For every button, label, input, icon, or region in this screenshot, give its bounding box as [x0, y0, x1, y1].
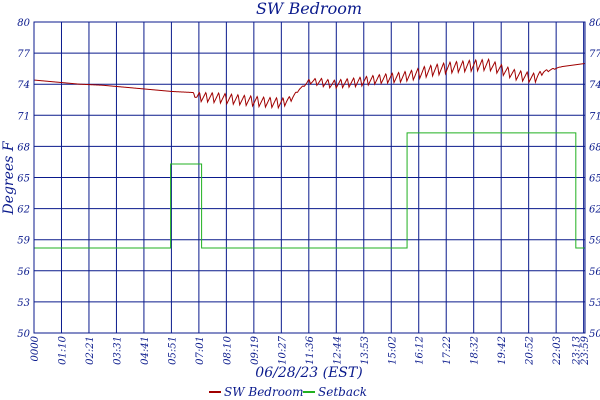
y-tick-label-right: 77 — [589, 49, 600, 60]
y-tick-label-left: 59 — [17, 236, 30, 247]
x-tick-label: 0000 — [30, 335, 41, 361]
x-tick-label: 23:59 — [580, 335, 591, 365]
x-tick-labels: 0000 01:10 02:21 03:31 04:41 05:51 07:01 08:10 0… — [30, 335, 591, 365]
y-tick-label-right: 62 — [589, 205, 600, 216]
y-tick-label-right: 53 — [589, 298, 600, 309]
y-tick-label-right: 74 — [589, 80, 600, 91]
plot-series — [33, 57, 586, 249]
x-tick-label: 22:03 — [552, 336, 563, 366]
plot-frame — [33, 21, 586, 334]
y-axis-label: Degrees F — [1, 140, 17, 215]
series-line-setback — [34, 132, 585, 249]
y-tick-labels: 50 50 53 53 56 56 59 59 62 62 65 65 68 68 71 71 74 74 77 77… — [17, 18, 600, 340]
y-tick-label-right: 56 — [589, 267, 600, 278]
x-tick-label: 23:13 — [572, 336, 583, 366]
x-tick-label: 18:32 — [470, 336, 481, 365]
legend-label: Setback — [318, 385, 367, 399]
x-tick-label: 01:10 — [57, 335, 68, 364]
x-tick-label: 07:01 — [195, 336, 206, 365]
y-tick-label-left: 50 — [17, 329, 30, 340]
y-tick-label-left: 68 — [17, 142, 30, 153]
x-axis-label: 06/28/23 (EST) — [255, 365, 362, 381]
y-tick-label-right: 65 — [589, 174, 600, 185]
x-tick-label: 10:27 — [277, 335, 288, 364]
x-tick-label: 20:52 — [525, 336, 536, 366]
y-tick-label-left: 77 — [17, 49, 30, 60]
x-tick-label: 05:51 — [167, 336, 178, 365]
x-tick-label: 13:53 — [360, 336, 371, 365]
y-tick-label-left: 56 — [17, 267, 30, 278]
series-line-sw-bedroom — [33, 57, 586, 110]
x-tick-label: 12:44 — [332, 336, 343, 365]
x-tick-label: 16:12 — [415, 336, 426, 365]
y-tick-label-right: 59 — [589, 236, 600, 247]
y-tick-label-left: 71 — [17, 111, 30, 122]
y-tick-label-right: 50 — [589, 329, 600, 340]
chart-title: SW Bedroom — [256, 0, 362, 18]
y-tick-label-right: 80 — [589, 18, 600, 29]
y-tick-label-left: 80 — [17, 18, 30, 29]
x-tick-label: 17:22 — [442, 336, 453, 365]
x-tick-label: 19:42 — [497, 336, 508, 365]
x-tick-label: 02:21 — [85, 336, 96, 365]
y-tick-label-right: 68 — [589, 142, 600, 153]
x-tick-label: 15:02 — [387, 336, 398, 365]
y-tick-label-right: 71 — [589, 111, 600, 122]
legend-label: SW Bedroom — [224, 385, 304, 399]
y-tick-label-left: 62 — [17, 205, 30, 216]
x-tick-label: 04:41 — [140, 336, 151, 365]
x-tick-label: 03:31 — [112, 336, 123, 365]
y-tick-label-left: 74 — [17, 80, 30, 91]
legend: SW Bedroom Setback — [209, 385, 367, 399]
x-tick-label: 08:10 — [222, 335, 233, 364]
y-tick-label-left: 53 — [17, 298, 30, 309]
x-tick-label: 09:19 — [250, 335, 261, 364]
y-tick-label-left: 65 — [17, 174, 30, 185]
x-tick-label: 11:36 — [305, 335, 316, 364]
